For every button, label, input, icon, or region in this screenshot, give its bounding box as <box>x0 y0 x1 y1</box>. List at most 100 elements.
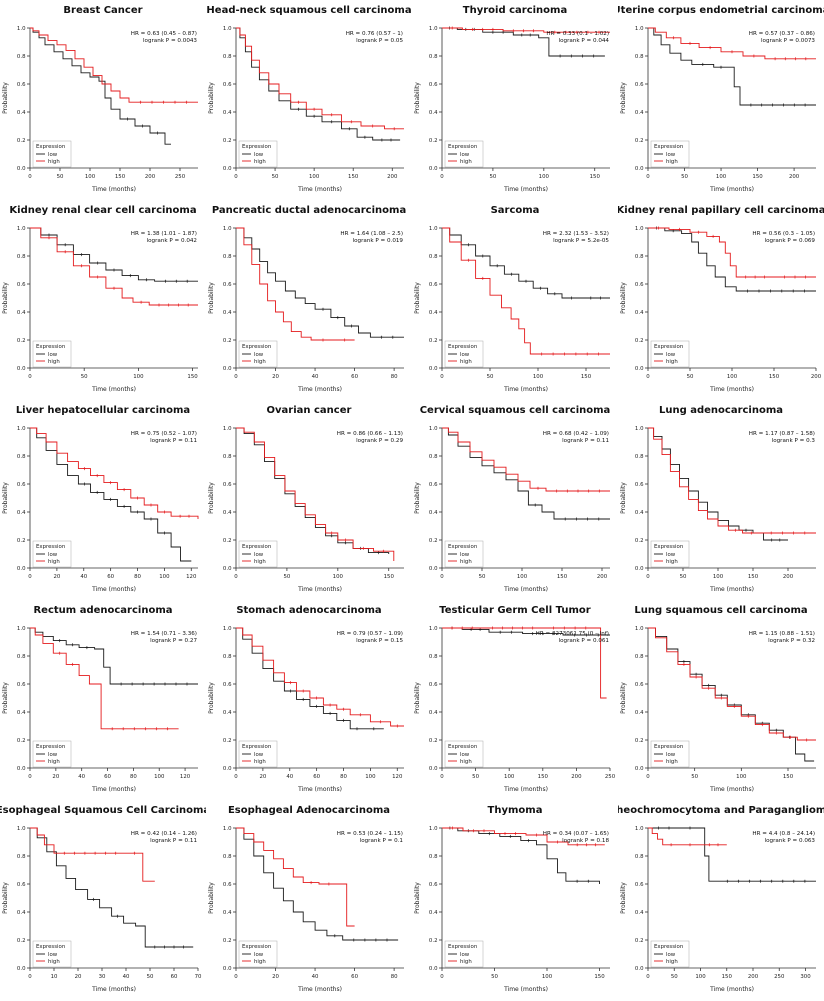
censor-mark <box>586 879 590 883</box>
censor-mark <box>503 832 507 836</box>
y-tick-label: 0.8 <box>223 654 232 660</box>
censor-mark <box>491 30 495 34</box>
legend-label-high: high <box>666 759 678 765</box>
legend-title: Expression <box>242 744 271 750</box>
hr-annotation: HR = 0.53 (0.24 – 1.15) <box>337 831 403 837</box>
x-tick-label: 0 <box>646 574 650 580</box>
legend-label-high: high <box>254 759 266 765</box>
censor-mark <box>564 30 568 34</box>
censor-mark <box>132 727 136 731</box>
legend-label-low: low <box>48 352 58 358</box>
legend-label-low: low <box>48 152 58 158</box>
censor-mark <box>470 626 474 630</box>
censor-mark <box>130 682 134 686</box>
panel-title: Uterine corpus endometrial carcinoma <box>618 5 824 16</box>
censor-mark <box>521 626 525 630</box>
censor-mark <box>152 682 156 686</box>
censor-mark <box>531 632 535 636</box>
censor-mark <box>315 696 319 700</box>
km-panel-rectum-adenocarcinoma: Rectum adenocarcinoma 0.0 0.2 0.4 0.6 0.8 1.0 0… <box>0 600 206 800</box>
y-axis-label: Probability <box>2 282 9 314</box>
censor-mark <box>585 633 588 637</box>
censor-mark <box>592 54 596 58</box>
censor-mark <box>707 686 711 690</box>
y-tick-label: 0.6 <box>635 482 644 488</box>
y-axis-label: Probability <box>414 82 421 114</box>
hr-annotation: HR = 0.34 (0.07 – 1.65) <box>543 831 609 837</box>
censor-mark <box>315 704 319 708</box>
y-tick-label: 0.6 <box>223 482 232 488</box>
logrank-annotation: logrank P = 0.069 <box>765 238 816 244</box>
censor-mark <box>794 57 797 61</box>
y-tick-label: 0.8 <box>429 54 438 60</box>
censor-mark <box>563 352 566 356</box>
censor-mark <box>781 879 785 883</box>
y-tick-label: 0.8 <box>17 254 26 260</box>
km-plot: 0.0 0.2 0.4 0.6 0.8 1.0 0 50 100 150 Time (months)… <box>414 226 610 393</box>
censor-mark <box>803 103 807 107</box>
censor-mark <box>155 727 158 731</box>
censor-mark <box>363 938 367 942</box>
censor-mark <box>586 517 590 521</box>
censor-mark <box>744 275 748 279</box>
censor-mark <box>382 549 386 553</box>
km-panel-uterine-corpus-endometrial-carcinoma: Uterine corpus endometrial carcinoma 0.0 0… <box>618 0 824 200</box>
censor-mark <box>119 682 123 686</box>
x-tick-label: 100 <box>333 574 344 580</box>
censor-mark <box>495 264 499 268</box>
legend-label-high: high <box>48 159 60 165</box>
censor-mark <box>719 696 723 700</box>
censor-mark <box>361 546 365 550</box>
censor-mark <box>110 727 114 731</box>
legend-label-high: high <box>48 559 60 565</box>
legend-label-high: high <box>666 159 678 165</box>
x-tick-label: 80 <box>130 774 137 780</box>
x-tick-label: 0 <box>646 974 650 980</box>
censor-mark <box>804 57 808 61</box>
censor-mark <box>63 250 67 254</box>
series-low-line <box>236 227 404 338</box>
series-low-line <box>30 27 171 145</box>
series-low-line <box>442 227 610 299</box>
panel-title: Kidney renal clear cell carcinoma <box>9 205 197 216</box>
legend-label-high: high <box>460 959 472 965</box>
x-tick-label: 300 <box>800 974 811 980</box>
series-high-line <box>442 427 610 492</box>
y-axis-label: Probability <box>414 282 421 314</box>
km-panel-liver-hepatocellular-carcinoma: Liver hepatocellular carcinoma 0.0 0.2 0.4 0… <box>0 400 206 600</box>
censor-mark <box>153 945 157 949</box>
censor-mark <box>321 338 325 342</box>
logrank-annotation: logrank P = 0.0043 <box>143 38 197 44</box>
x-tick-label: 0 <box>440 374 444 380</box>
x-tick-label: 0 <box>234 774 238 780</box>
panel-title: Cervical squamous cell carcinoma <box>419 405 611 416</box>
censor-mark <box>126 117 129 121</box>
x-tick-label: 100 <box>539 174 550 180</box>
x-tick-label: 0 <box>28 974 32 980</box>
censor-mark <box>321 307 325 311</box>
censor-mark <box>556 840 559 844</box>
km-panel-pancreatic-ductal-adenocarcinoma: Pancreatic ductal adenocarcinoma 0.0 0.2 0.… <box>206 200 412 400</box>
censor-mark <box>533 503 537 507</box>
censor-mark <box>63 243 67 247</box>
y-tick-label: 0.0 <box>223 366 232 372</box>
series-high-line <box>648 627 816 741</box>
y-axis-label: Probability <box>2 482 9 514</box>
y-tick-label: 0.6 <box>429 682 438 688</box>
censor-mark <box>352 938 356 942</box>
y-tick-label: 1.0 <box>635 826 644 832</box>
censor-mark <box>594 843 598 847</box>
censor-mark <box>172 945 176 949</box>
censor-mark <box>62 851 66 855</box>
y-tick-label: 0.0 <box>223 166 232 172</box>
legend-label-low: low <box>460 152 470 158</box>
logrank-annotation: logrank P = 0.32 <box>768 638 815 644</box>
censor-mark <box>575 879 579 883</box>
legend-label-high: high <box>666 559 678 565</box>
censor-mark <box>380 335 384 339</box>
y-axis-label: Probability <box>208 282 215 314</box>
